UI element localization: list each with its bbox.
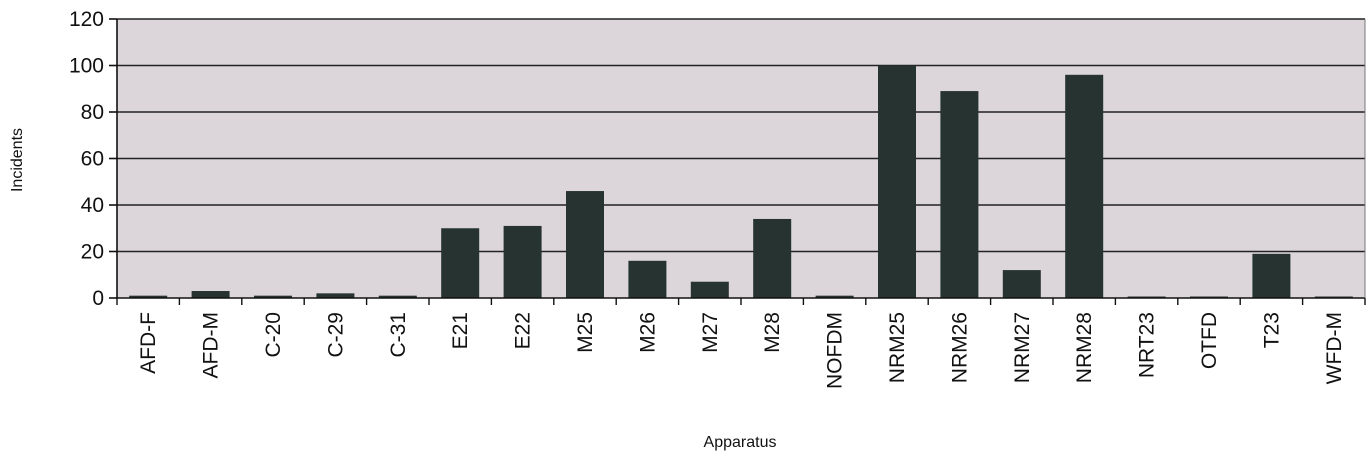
bar-m27: [690, 281, 729, 298]
x-tick-label: NRT23: [1136, 312, 1159, 378]
bar-nrm27: [1002, 270, 1041, 298]
x-tick-label: C-29: [324, 312, 347, 358]
x-tick-label: AFD-F: [137, 312, 160, 374]
y-axis-title: Incidents: [9, 128, 26, 192]
x-axis-title: Apparatus: [704, 434, 777, 451]
bar-nofdm: [815, 295, 854, 298]
bar-m28: [753, 218, 792, 298]
x-tick-label: NRM28: [1073, 312, 1096, 383]
bar-afd-m: [191, 291, 230, 298]
y-tick-label: 100: [69, 55, 104, 78]
y-tick-label: 40: [81, 194, 104, 217]
bar-nrm25: [878, 65, 916, 298]
bar-nrm26: [940, 91, 979, 298]
x-tick-label: M26: [636, 312, 659, 353]
bar-t23: [1252, 253, 1291, 298]
bar-c-20: [254, 295, 292, 298]
x-tick-label: M27: [699, 312, 722, 353]
bar-m25: [566, 191, 604, 298]
x-tick-label: T23: [1260, 312, 1283, 348]
x-tick-label: OTFD: [1198, 312, 1221, 369]
y-tick-label: 0: [92, 287, 104, 310]
x-tick-label: NRM27: [1011, 312, 1034, 383]
x-tick-label: M28: [761, 312, 784, 353]
y-tick-labels: 0 20 40 60 80 100 120: [69, 8, 104, 310]
x-tick-label: C-31: [387, 312, 410, 358]
y-tick-label: 20: [81, 241, 104, 264]
axes: [109, 18, 1366, 305]
y-tick-label: 120: [69, 8, 104, 31]
bar-afd-f: [129, 295, 168, 298]
x-tick-label: WFD-M: [1323, 312, 1346, 384]
bar-e21: [441, 228, 480, 298]
y-tick-label: 80: [81, 101, 104, 124]
bar-c-31: [378, 295, 417, 298]
x-tick-label: NRM25: [886, 312, 909, 383]
x-tick-label: AFD-M: [200, 312, 223, 379]
bar-m26: [628, 260, 667, 298]
bars: [129, 65, 1353, 298]
bar-e22: [503, 225, 542, 298]
x-tick-label: C-20: [262, 312, 285, 358]
x-tick-label: NOFDM: [824, 312, 847, 389]
bar-nrm28: [1065, 74, 1104, 298]
gridlines: [117, 18, 1365, 253]
x-tick-label: M25: [574, 312, 597, 353]
x-tick-label: E22: [512, 312, 535, 349]
x-tick-labels: AFD-F AFD-M C-20 C-29 C-31 E21 E22 M25 M26 M27 M28…: [137, 312, 1346, 389]
bar-c-29: [316, 293, 355, 298]
x-tick-label: E21: [449, 312, 472, 349]
y-tick-label: 60: [81, 148, 104, 171]
x-tick-label: NRM26: [948, 312, 971, 383]
